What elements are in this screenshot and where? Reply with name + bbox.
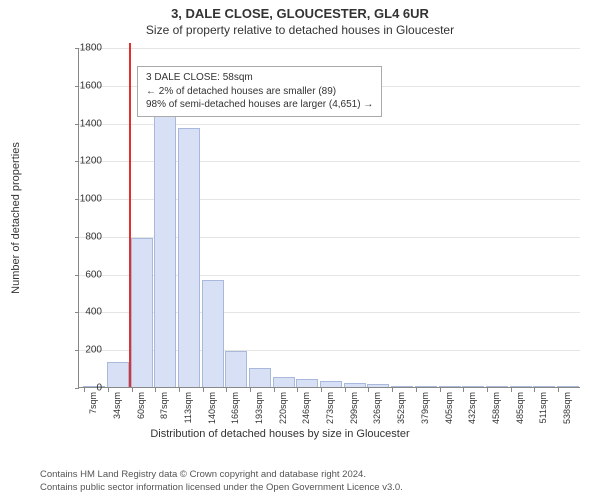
x-tick-mark [132, 388, 133, 392]
histogram-bar [344, 383, 366, 387]
x-tick-label: 458sqm [491, 392, 501, 432]
x-tick-mark [487, 388, 488, 392]
x-tick-label: 273sqm [325, 392, 335, 432]
x-tick-mark [108, 388, 109, 392]
x-tick-label: 352sqm [396, 392, 406, 432]
histogram-bar [367, 384, 389, 387]
x-tick-mark [155, 388, 156, 392]
x-tick-label: 34sqm [112, 392, 122, 432]
x-tick-mark [416, 388, 417, 392]
plot-area: 3 DALE CLOSE: 58sqm ← 2% of detached hou… [78, 48, 580, 388]
histogram-bar [178, 128, 200, 387]
x-axis-label: Distribution of detached houses by size … [0, 428, 560, 440]
histogram-bar [439, 386, 461, 388]
histogram-bar [486, 386, 508, 387]
histogram-chart: Number of detached properties 3 DALE CLO… [50, 48, 580, 418]
x-tick-label: 166sqm [230, 392, 240, 432]
x-tick-mark [226, 388, 227, 392]
property-marker-line [129, 43, 131, 387]
x-tick-label: 485sqm [515, 392, 525, 432]
x-tick-mark [511, 388, 512, 392]
histogram-bar [320, 381, 342, 387]
y-tick-label: 200 [72, 345, 102, 356]
x-tick-label: 246sqm [301, 392, 311, 432]
histogram-bar [273, 377, 295, 387]
x-tick-mark [297, 388, 298, 392]
x-tick-label: 511sqm [538, 392, 548, 432]
x-tick-label: 326sqm [372, 392, 382, 432]
histogram-bar [131, 238, 153, 387]
y-tick-label: 800 [72, 231, 102, 242]
x-tick-label: 113sqm [183, 392, 193, 432]
y-tick-label: 1200 [72, 156, 102, 167]
y-tick-label: 400 [72, 307, 102, 318]
y-tick-label: 600 [72, 269, 102, 280]
histogram-bar [249, 368, 271, 387]
x-tick-label: 405sqm [444, 392, 454, 432]
x-tick-mark [179, 388, 180, 392]
histogram-bar [154, 111, 176, 387]
histogram-bar [296, 379, 318, 387]
histogram-bar [391, 386, 413, 388]
histogram-bar [202, 280, 224, 387]
page-title: 3, DALE CLOSE, GLOUCESTER, GL4 6UR [0, 0, 600, 21]
infobox-line2: ← 2% of detached houses are smaller (89) [146, 85, 373, 99]
histogram-bar [107, 362, 129, 387]
y-tick-label: 1400 [72, 118, 102, 129]
y-tick-label: 1800 [72, 43, 102, 54]
x-tick-mark [368, 388, 369, 392]
x-tick-label: 299sqm [349, 392, 359, 432]
x-tick-mark [463, 388, 464, 392]
x-tick-label: 538sqm [562, 392, 572, 432]
x-tick-label: 193sqm [254, 392, 264, 432]
x-tick-label: 140sqm [207, 392, 217, 432]
histogram-bar [510, 386, 532, 387]
x-tick-mark [84, 388, 85, 392]
x-tick-label: 432sqm [467, 392, 477, 432]
footer-line2: Contains public sector information licen… [40, 482, 403, 494]
property-info-box: 3 DALE CLOSE: 58sqm ← 2% of detached hou… [137, 66, 382, 117]
x-tick-mark [558, 388, 559, 392]
x-tick-mark [534, 388, 535, 392]
x-tick-mark [203, 388, 204, 392]
x-tick-mark [345, 388, 346, 392]
y-tick-label: 1600 [72, 80, 102, 91]
x-tick-label: 379sqm [420, 392, 430, 432]
histogram-bar [557, 386, 579, 387]
histogram-bar [225, 351, 247, 387]
x-tick-mark [392, 388, 393, 392]
x-tick-labels: 7sqm34sqm60sqm87sqm113sqm140sqm166sqm193… [78, 388, 580, 418]
histogram-bar [415, 386, 437, 387]
x-tick-label: 7sqm [88, 392, 98, 432]
x-tick-mark [321, 388, 322, 392]
x-tick-mark [250, 388, 251, 392]
x-tick-mark [274, 388, 275, 392]
x-tick-label: 220sqm [278, 392, 288, 432]
footer-line1: Contains HM Land Registry data © Crown c… [40, 469, 403, 481]
y-tick-label: 1000 [72, 194, 102, 205]
histogram-bar [462, 386, 484, 387]
infobox-line3: 98% of semi-detached houses are larger (… [146, 98, 373, 112]
page-subtitle: Size of property relative to detached ho… [0, 21, 600, 37]
histogram-bar [533, 386, 555, 387]
x-tick-mark [440, 388, 441, 392]
infobox-line1: 3 DALE CLOSE: 58sqm [146, 71, 373, 85]
footer-attribution: Contains HM Land Registry data © Crown c… [40, 469, 403, 494]
x-tick-label: 87sqm [159, 392, 169, 432]
y-axis-label: Number of detached properties [10, 142, 22, 294]
x-tick-label: 60sqm [136, 392, 146, 432]
